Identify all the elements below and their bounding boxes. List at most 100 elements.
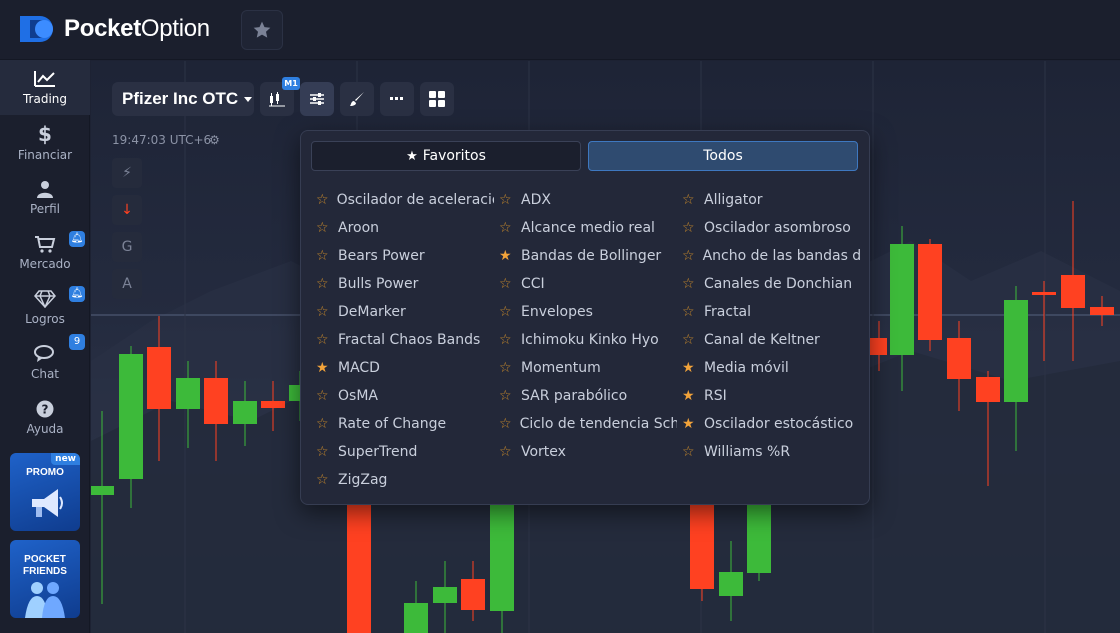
sidebar-item-label: Trading: [22, 91, 68, 106]
indicator-item[interactable]: ☆ Ichimoku Kinko Hyo: [499, 329, 677, 351]
favorite-star-icon[interactable]: ☆: [316, 472, 329, 488]
indicator-name: Fractal: [704, 304, 752, 320]
favorite-star-icon[interactable]: ☆: [499, 444, 512, 460]
favorite-star-icon[interactable]: ☆: [316, 220, 329, 236]
indicator-item[interactable]: ☆ Alcance medio real: [499, 217, 677, 239]
indicator-item[interactable]: ☆ Ciclo de tendencia Schaff: [499, 413, 677, 435]
favorite-star-icon[interactable]: ☆: [682, 192, 695, 208]
indicator-name: MACD: [338, 360, 380, 376]
indicator-name: DeMarker: [338, 304, 406, 320]
indicator-item[interactable]: ☆ Envelopes: [499, 301, 677, 323]
sidebar-item-ayuda[interactable]: ? Ayuda: [0, 390, 90, 445]
favorite-star-icon[interactable]: ☆: [499, 416, 512, 432]
indicator-item[interactable]: ★ Bandas de Bollinger: [499, 245, 677, 267]
indicator-item[interactable]: ☆ Bulls Power: [316, 273, 494, 295]
indicator-item[interactable]: ☆ Canales de Donchian: [682, 273, 860, 295]
indicator-item[interactable]: ☆ Bears Power: [316, 245, 494, 267]
layout-button[interactable]: [420, 82, 454, 116]
indicator-name: Alcance medio real: [521, 220, 655, 236]
favorite-star-icon[interactable]: ☆: [316, 388, 329, 404]
indicator-item[interactable]: ☆ SuperTrend: [316, 441, 494, 463]
favorite-star-icon[interactable]: ☆: [499, 276, 512, 292]
favorite-star-icon[interactable]: ☆: [499, 360, 512, 376]
favorites-star-button[interactable]: [241, 10, 283, 50]
tab-all[interactable]: Todos: [588, 141, 858, 171]
favorite-star-icon[interactable]: ☆: [499, 220, 512, 236]
indicator-item[interactable]: ☆ Vortex: [499, 441, 677, 463]
indicator-item[interactable]: ☆ Ancho de las bandas de Bollinger: [682, 245, 860, 267]
indicator-item[interactable]: ☆ Williams %R: [682, 441, 860, 463]
indicator-item[interactable]: ★ Media móvil: [682, 357, 860, 379]
indicator-item[interactable]: ☆ Momentum: [499, 357, 677, 379]
sidebar-item-perfil[interactable]: Perfil: [0, 170, 90, 225]
favorite-star-icon[interactable]: ★: [682, 388, 695, 404]
indicator-item[interactable]: ★ MACD: [316, 357, 494, 379]
star-icon: ★: [406, 148, 418, 164]
favorite-star-icon[interactable]: ☆: [682, 444, 695, 460]
indicator-item[interactable]: ☆ Canal de Keltner: [682, 329, 860, 351]
favorite-star-icon[interactable]: ☆: [499, 304, 512, 320]
indicators-button[interactable]: [300, 82, 334, 116]
favorite-star-icon[interactable]: ★: [682, 360, 695, 376]
indicator-item[interactable]: ☆ Rate of Change: [316, 413, 494, 435]
lightning-tool-button[interactable]: ⚡: [112, 158, 142, 188]
indicator-item[interactable]: ☆ SAR parabólico: [499, 385, 677, 407]
sidebar-item-financiar[interactable]: $ Financiar: [0, 115, 90, 170]
bell-icon: 🔔︎: [69, 231, 85, 247]
favorite-star-icon[interactable]: ☆: [682, 304, 695, 320]
svg-text:?: ?: [42, 402, 49, 416]
favorite-star-icon[interactable]: ☆: [316, 248, 329, 264]
favorite-star-icon[interactable]: ☆: [316, 276, 329, 292]
sidebar-item-logros[interactable]: Logros 🔔︎: [0, 280, 90, 335]
indicator-item[interactable]: ☆ ZigZag: [316, 469, 494, 491]
favorite-star-icon[interactable]: ☆: [682, 248, 695, 264]
sidebar-item-trading[interactable]: Trading: [0, 60, 90, 115]
indicator-name: SAR parabólico: [521, 388, 628, 404]
asset-selector[interactable]: Pfizer Inc OTC: [112, 82, 254, 116]
indicator-item[interactable]: ☆ OsMA: [316, 385, 494, 407]
favorite-star-icon[interactable]: ★: [499, 248, 512, 264]
promo-banner[interactable]: PROMO new: [10, 453, 80, 531]
pocket-friends-banner[interactable]: POCKET FRIENDS: [10, 540, 80, 618]
sidebar-item-chat[interactable]: Chat 9: [0, 334, 90, 390]
dollar-icon: $: [38, 121, 52, 146]
indicator-item[interactable]: ☆ Fractal Chaos Bands: [316, 329, 494, 351]
favorite-star-icon[interactable]: ☆: [499, 388, 512, 404]
a-tool-button[interactable]: A: [112, 269, 142, 299]
favorite-star-icon[interactable]: ☆: [499, 332, 512, 348]
gear-icon[interactable]: ⚙: [209, 133, 220, 147]
favorite-star-icon[interactable]: ☆: [316, 192, 329, 208]
logo[interactable]: PocketOption: [18, 14, 210, 44]
favorite-star-icon[interactable]: ☆: [316, 416, 329, 432]
indicator-item[interactable]: ☆ CCI: [499, 273, 677, 295]
indicator-name: Fractal Chaos Bands: [338, 332, 481, 348]
favorite-star-icon[interactable]: ★: [682, 416, 695, 432]
indicator-item[interactable]: ★ Oscilador estocástico: [682, 413, 860, 435]
favorite-star-icon[interactable]: ☆: [316, 444, 329, 460]
megaphone-icon: [32, 489, 63, 517]
indicator-item[interactable]: ★ RSI: [682, 385, 860, 407]
indicator-item[interactable]: ☆ Fractal: [682, 301, 860, 323]
favorite-star-icon[interactable]: ☆: [316, 304, 329, 320]
lightning-icon: ⚡: [122, 165, 132, 181]
favorite-star-icon[interactable]: ☆: [682, 276, 695, 292]
sidebar-item-mercado[interactable]: Mercado 🔔︎: [0, 225, 90, 280]
indicator-item[interactable]: ☆ DeMarker: [316, 301, 494, 323]
favorite-star-icon[interactable]: ☆: [316, 332, 329, 348]
indicator-item[interactable]: ☆ Oscilador asombroso: [682, 217, 860, 239]
favorite-star-icon[interactable]: ★: [316, 360, 329, 376]
indicator-item[interactable]: ☆ Alligator: [682, 189, 860, 211]
arrow-down-tool-button[interactable]: ↓: [112, 195, 142, 225]
favorite-star-icon[interactable]: ☆: [682, 220, 695, 236]
indicator-item[interactable]: ☆ Oscilador de aceleración: [316, 189, 494, 211]
tab-favorites[interactable]: ★ Favoritos: [311, 141, 581, 171]
arrow-down-icon: ↓: [121, 202, 133, 218]
indicator-item[interactable]: ☆ ADX: [499, 189, 677, 211]
sidebar-item-label: Mercado: [19, 256, 71, 271]
favorite-star-icon[interactable]: ☆: [499, 192, 512, 208]
drawing-tools-button[interactable]: [340, 82, 374, 116]
indicator-item[interactable]: ☆ Aroon: [316, 217, 494, 239]
g-tool-button[interactable]: G: [112, 232, 142, 262]
favorite-star-icon[interactable]: ☆: [682, 332, 695, 348]
more-options-button[interactable]: [380, 82, 414, 116]
